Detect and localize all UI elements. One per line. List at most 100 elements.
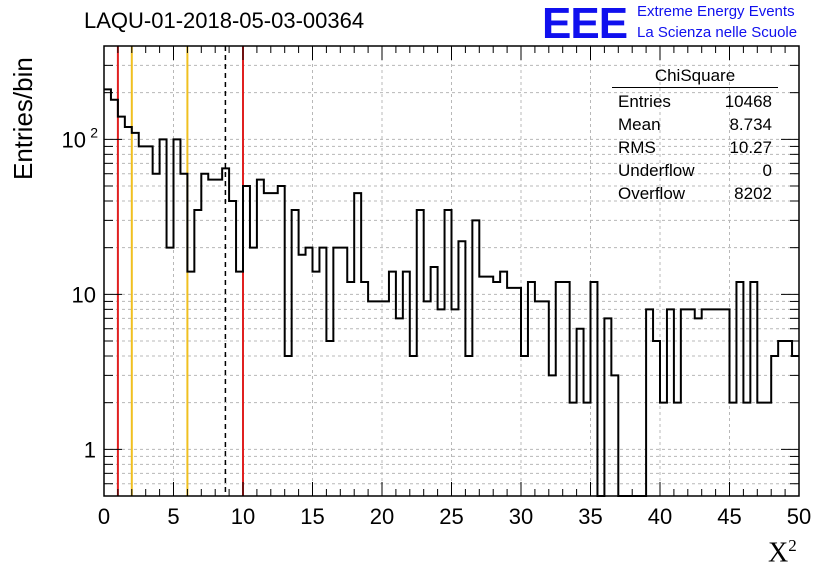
histogram-bin [354, 193, 361, 496]
histogram-bin [716, 309, 723, 496]
histogram-bin [396, 318, 403, 496]
histogram-bin [465, 356, 472, 496]
histogram-series [104, 88, 799, 497]
histogram-bin [194, 210, 201, 496]
histogram-bin [646, 309, 653, 496]
histogram-bin [104, 89, 111, 496]
x-tick-label: 0 [98, 504, 110, 529]
histogram-bin [570, 403, 577, 496]
histogram-bin [146, 146, 153, 496]
histogram-bin [229, 201, 236, 496]
histogram-bin [215, 180, 222, 496]
histogram-bin [771, 356, 778, 496]
histogram-bin [743, 403, 750, 496]
x-tick-label: 40 [648, 504, 672, 529]
stats-row: Mean 8.734 [618, 115, 772, 134]
x-tick-label: 20 [370, 504, 394, 529]
histogram-bin [514, 288, 521, 496]
stats-row: Underflow 0 [618, 161, 772, 180]
x-tick-label: 50 [787, 504, 811, 529]
x-tick-label: 10 [231, 504, 255, 529]
histogram-bin [681, 309, 688, 496]
eee-logo: EEE [542, 0, 628, 48]
histogram-bin [271, 193, 278, 496]
histogram-bin [764, 403, 771, 496]
histogram-bin [757, 403, 764, 496]
histogram-bin [500, 272, 507, 496]
histogram-bin [723, 309, 730, 496]
histogram-bin [313, 272, 320, 496]
histogram-bin [125, 127, 132, 496]
histogram-bin [702, 309, 709, 496]
chart-title: LAQU-01-2018-05-03-00364 [84, 8, 365, 33]
histogram-bin [403, 272, 410, 496]
histogram-bin [299, 255, 306, 496]
brand-line-2: La Scienza nelle Scuole [637, 24, 798, 41]
histogram-bin [521, 356, 528, 496]
stats-row: Entries 10468 [618, 92, 772, 111]
brand-line-1: Extreme Energy Events [637, 3, 795, 20]
histogram-bin [695, 318, 702, 496]
histogram-bin [549, 375, 556, 496]
histogram-bin [278, 186, 285, 496]
histogram-bin [785, 341, 792, 496]
histogram-bin [591, 282, 598, 496]
stats-box-title: ChiSquare [612, 66, 778, 88]
x-tick-label: 30 [509, 504, 533, 529]
histogram-bin [750, 282, 757, 496]
histogram-bin [340, 248, 347, 496]
histogram-bin [611, 375, 618, 496]
histogram-bin [167, 248, 174, 496]
histogram-bin [153, 174, 160, 496]
histogram-bin [486, 277, 493, 496]
histogram-bin [479, 277, 486, 496]
histogram-bin [264, 193, 271, 496]
x-tick-label: 25 [439, 504, 463, 529]
histogram-bin [535, 301, 542, 496]
histogram-bin [410, 356, 417, 496]
histogram-bin [438, 309, 445, 496]
histogram-bin [236, 272, 243, 496]
histogram-bin [347, 282, 354, 496]
histogram-bin [326, 341, 333, 496]
histogram-bin [257, 180, 264, 496]
histogram-bin [292, 210, 299, 496]
histogram-bin [472, 220, 479, 496]
histogram-bin [792, 356, 799, 496]
y-tick-label-exponent: 2 [90, 124, 98, 140]
histogram-bin [445, 210, 452, 496]
histogram-bin [111, 100, 118, 496]
histogram-bin [604, 318, 611, 496]
stats-box: ChiSquare Entries 10468 Mean 8.734 RMS 10.2… [612, 66, 778, 205]
histogram-bin [507, 288, 514, 496]
histogram-bin [577, 329, 584, 496]
x-tick-label: 45 [717, 504, 741, 529]
histogram-bin [361, 282, 368, 496]
histogram-bin [118, 117, 125, 496]
stats-row: RMS 10.27 [618, 138, 772, 157]
histogram-bin [306, 248, 313, 496]
histogram-bin [528, 282, 535, 496]
histogram-bin [201, 174, 208, 496]
histogram-bin [285, 356, 292, 496]
histogram-bin [660, 403, 667, 496]
histogram-bin [730, 403, 737, 496]
histogram-bin [452, 309, 459, 496]
histogram-bin [542, 301, 549, 496]
y-tick-label: 10 [72, 282, 96, 307]
histogram-bin [458, 241, 465, 496]
x-tick-label: 15 [300, 504, 324, 529]
histogram-bin [653, 341, 660, 496]
histogram-bin [424, 301, 431, 496]
histogram-bin [382, 301, 389, 496]
histogram-bin [584, 403, 591, 496]
histogram-bin [667, 309, 674, 496]
histogram-bin [208, 180, 215, 496]
y-axis-label: Entries/bin [8, 57, 38, 180]
histogram-bin [688, 309, 695, 496]
x-axis-label: X2 [768, 536, 797, 569]
histogram-bin [431, 267, 438, 496]
histogram-bin [160, 139, 167, 496]
stats-row: Overflow 8202 [618, 184, 772, 203]
